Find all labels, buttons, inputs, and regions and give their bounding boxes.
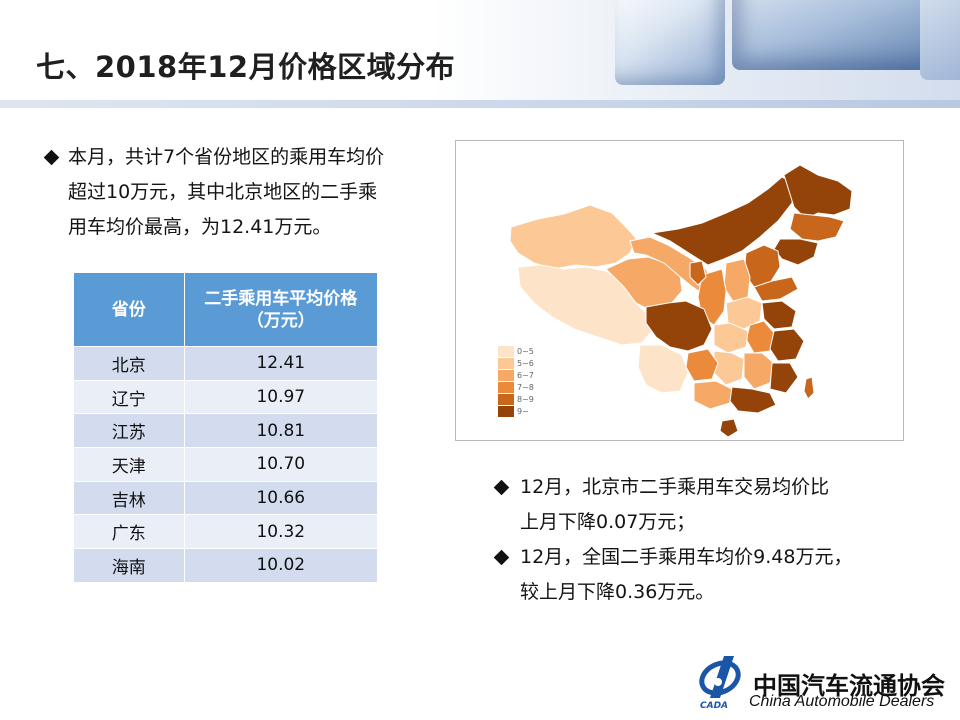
province-cell: 辽宁	[73, 379, 185, 415]
decorative-cube	[920, 0, 960, 80]
price-cell: 10.70	[183, 447, 379, 482]
region-ningxia	[689, 260, 707, 286]
column-header-price: 二手乘用车平均价格 （万元）	[183, 272, 379, 347]
region-sichuan	[645, 300, 713, 352]
province-cell: 海南	[73, 548, 185, 583]
region-yunnan	[637, 344, 689, 394]
region-liaoning	[773, 238, 819, 266]
legend-label: 6~7	[517, 370, 534, 380]
cada-logo-icon	[699, 656, 741, 698]
bullet-line: 本月，共计7个省份地区的乘用车均价	[68, 146, 385, 168]
province-cell: 广东	[73, 514, 185, 550]
map-legend: 0~5 5~6 6~7 7~8 8~9 9~	[498, 345, 534, 417]
legend-label: 0~5	[517, 346, 534, 356]
region-xinjiang	[509, 204, 637, 270]
region-heilongjiang	[783, 164, 853, 220]
price-table: 省份 二手乘用车平均价格 （万元） 北京 12.41 辽宁 10.97 江苏 1…	[73, 272, 379, 583]
price-cell: 10.97	[183, 379, 379, 415]
legend-swatch	[498, 369, 514, 381]
legend-swatch	[498, 345, 514, 357]
column-header-price-unit: （万元）	[246, 310, 315, 331]
price-cell: 10.66	[183, 480, 379, 516]
logo-wordmark: CADA	[700, 701, 729, 711]
table-row: 广东 10.32	[73, 514, 379, 550]
decorative-cube	[732, 0, 942, 70]
legend-item: 0~5	[498, 345, 534, 357]
region-shanxi	[723, 258, 751, 304]
legend-swatch	[498, 381, 514, 393]
header-band	[0, 0, 960, 104]
region-hunan	[713, 350, 745, 386]
column-header-price-label: 二手乘用车平均价格	[204, 288, 358, 309]
table-row: 吉林 10.66	[73, 480, 379, 516]
legend-label: 5~6	[517, 358, 534, 368]
table-row: 辽宁 10.97	[73, 379, 379, 415]
region-taiwan	[803, 376, 815, 400]
table-row: 天津 10.70	[73, 447, 379, 482]
region-jilin	[789, 212, 845, 242]
province-cell: 北京	[73, 346, 185, 381]
detail-bullets: 12月，北京市二手乘用车交易均价比 上月下降0.07万元； 12月，全国二手乘用…	[493, 470, 916, 610]
region-guizhou	[685, 348, 719, 382]
bullet-item: 12月，北京市二手乘用车交易均价比	[493, 470, 916, 505]
region-jiangxi	[743, 352, 775, 390]
region-jiangsu	[761, 300, 797, 330]
province-cell: 江苏	[73, 413, 185, 449]
region-qinghai	[605, 256, 683, 312]
table-row: 海南 10.02	[73, 548, 379, 583]
region-hainan	[719, 418, 739, 438]
legend-item: 6~7	[498, 369, 534, 381]
org-name-cn: 中国汽车流通协会	[753, 672, 945, 700]
legend-swatch	[498, 405, 514, 417]
price-cell: 10.02	[183, 548, 379, 583]
china-map-graphic	[509, 164, 853, 438]
price-cell: 10.81	[183, 413, 379, 449]
region-fujian	[769, 362, 799, 394]
header-divider	[0, 100, 960, 108]
region-zhejiang	[769, 328, 805, 362]
table-row: 江苏 10.81	[73, 413, 379, 449]
page-title: 七、2018年12月价格区域分布	[36, 50, 456, 84]
summary-bullet: 本月，共计7个省份地区的乘用车均价 超过10万元，其中北京地区的二手乘 用车均价…	[43, 140, 446, 245]
region-shandong	[753, 276, 799, 302]
legend-item: 9~	[498, 405, 534, 417]
legend-label: 9~	[517, 406, 529, 416]
bullet-line: 较上月下降0.36万元。	[520, 581, 715, 603]
price-cell: 12.41	[183, 346, 379, 381]
price-cell: 10.32	[183, 514, 379, 550]
region-hubei	[713, 322, 749, 354]
org-name-en: China Automobile Dealers	[749, 693, 935, 710]
table-header-row: 省份 二手乘用车平均价格 （万元）	[73, 272, 379, 347]
column-header-province: 省份	[73, 272, 185, 347]
china-price-map: 0~5 5~6 6~7 7~8 8~9 9~	[455, 140, 904, 441]
legend-item: 8~9	[498, 393, 534, 405]
bullet-line: 超过10万元，其中北京地区的二手乘	[68, 181, 378, 203]
bullet-line: 用车均价最高，为12.41万元。	[68, 216, 332, 238]
legend-item: 7~8	[498, 381, 534, 393]
legend-label: 7~8	[517, 382, 534, 392]
bullet-line: 12月，全国二手乘用车均价9.48万元，	[520, 546, 853, 568]
province-cell: 吉林	[73, 480, 185, 516]
legend-swatch	[498, 393, 514, 405]
province-cell: 天津	[73, 447, 185, 482]
bullet-line: 12月，北京市二手乘用车交易均价比	[520, 476, 830, 498]
table-row: 北京 12.41	[73, 346, 379, 381]
legend-item: 5~6	[498, 357, 534, 369]
bullet-item: 12月，全国二手乘用车均价9.48万元，	[493, 540, 916, 575]
bullet-item: 本月，共计7个省份地区的乘用车均价	[43, 140, 446, 175]
bullet-line: 上月下降0.07万元；	[520, 511, 696, 533]
region-guangdong	[729, 386, 777, 414]
decorative-cube	[615, 0, 725, 85]
legend-swatch	[498, 357, 514, 369]
legend-label: 8~9	[517, 394, 534, 404]
region-guangxi	[693, 380, 733, 410]
